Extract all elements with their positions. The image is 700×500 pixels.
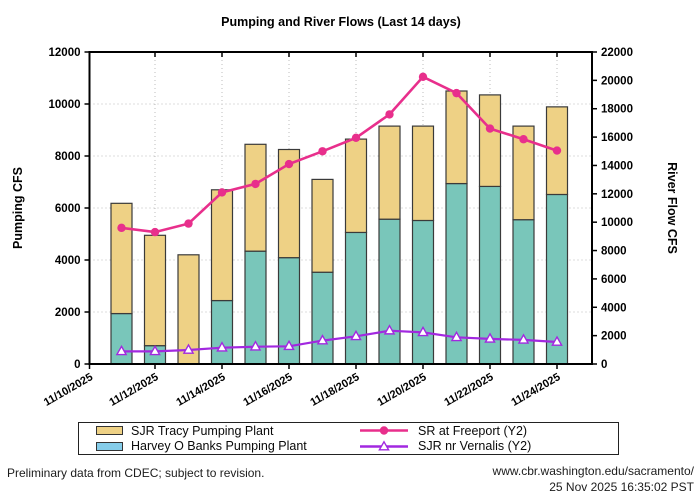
bar-tracy (344, 138, 368, 234)
bar-tracy (478, 94, 502, 188)
bar-banks (344, 231, 368, 365)
data-point (150, 227, 160, 237)
footer-url: www.cbr.washington.edu/sacramento/ (492, 464, 694, 478)
data-point (149, 344, 161, 356)
data-point (184, 219, 193, 228)
left-axis-tick-label: 4000 (55, 255, 81, 267)
data-point (284, 159, 294, 169)
bar-banks (311, 271, 334, 365)
x-axis-tick-label: 11/18/2025 (308, 371, 361, 409)
footer-right: www.cbr.washington.edu/sacramento/ 25 No… (493, 464, 694, 495)
data-point (251, 179, 260, 189)
bar-banks (378, 218, 401, 365)
data-point (385, 110, 394, 119)
right-axis-tick-label: 2000 (601, 331, 627, 343)
bar-banks (411, 219, 435, 365)
legend-item-vernalis: SJR nr Vernalis (Y2) (358, 439, 618, 455)
banks-swatch-icon (96, 441, 123, 451)
x-axis-tick-label: 11/20/2025 (375, 371, 428, 409)
data-point (450, 330, 463, 342)
left-axis-tick-label: 12000 (49, 47, 81, 59)
bar-tracy (512, 125, 535, 221)
data-point (182, 343, 195, 354)
data-point (417, 325, 429, 337)
left-axis-tick-label: 2000 (55, 307, 81, 319)
x-axis-tick-label: 11/16/2025 (241, 371, 294, 409)
line-vernalis (115, 324, 563, 356)
data-point (117, 223, 126, 233)
right-axis-title: River Flow CFS (665, 162, 679, 254)
bar-banks (110, 312, 133, 365)
legend-label: Harvey O Banks Pumping Plant (131, 439, 307, 454)
bar-tracy (277, 148, 301, 259)
bar-tracy (311, 178, 334, 273)
data-point (350, 329, 362, 341)
legend-item-freeport: SR at Freeport (Y2) (358, 423, 618, 439)
left-axis-tick-label: 8000 (55, 151, 81, 163)
right-axis-tick-label: 22000 (601, 47, 633, 59)
legend-line-glyph (360, 426, 408, 435)
data-point (552, 146, 562, 155)
vernalis-line-icon (358, 440, 410, 453)
bar-tracy (110, 202, 133, 315)
left-axis-tick-label: 6000 (55, 203, 81, 215)
tracy-swatch-icon (96, 426, 123, 436)
legend: SJR Tracy Pumping Plant Harvey O Banks P… (78, 422, 619, 455)
legend-label: SR at Freeport (Y2) (418, 423, 528, 438)
x-axis-tick-label: 11/10/2025 (42, 371, 95, 409)
data-point (383, 324, 396, 335)
bar-tracy (210, 189, 234, 302)
data-point (519, 135, 528, 144)
bar-tracy (411, 125, 435, 222)
data-point (351, 133, 361, 142)
data-point (316, 334, 329, 345)
bar-banks (210, 299, 234, 365)
right-axis-tick-label: 0 (601, 359, 607, 371)
x-axis-tick-label: 11/22/2025 (442, 371, 495, 409)
data-point (318, 147, 327, 156)
right-axis-tick-label: 12000 (601, 189, 633, 201)
right-axis-tick-label: 10000 (601, 217, 633, 229)
data-point (517, 333, 530, 344)
left-axis-tick-label: 10000 (49, 99, 81, 111)
right-axis-tick-label: 14000 (601, 160, 633, 172)
right-axis-tick-label: 16000 (601, 132, 633, 144)
footer-note: Preliminary data from CDEC; subject to r… (7, 466, 265, 480)
right-axis-tick-label: 8000 (601, 246, 627, 258)
footer-timestamp: 25 Nov 2025 16:35:02 PST (549, 479, 694, 494)
bar-tracy (244, 143, 267, 252)
x-axis-tick-label: 11/14/2025 (174, 371, 227, 409)
data-point (484, 332, 496, 343)
data-point (452, 88, 461, 98)
legend-line-glyph (360, 440, 408, 451)
data-point (551, 335, 563, 346)
right-axis-tick-label: 18000 (601, 104, 633, 116)
bar-tracy (378, 125, 401, 220)
x-axis-tick-label: 11/12/2025 (107, 371, 160, 409)
legend-label: SJR Tracy Pumping Plant (131, 423, 274, 438)
chart-title: Pumping and River Flows (Last 14 days) (221, 15, 461, 29)
data-point (418, 72, 428, 82)
bar-tracy (445, 90, 468, 185)
line-freeport (117, 72, 562, 237)
data-point (216, 341, 228, 352)
right-axis-tick-label: 4000 (601, 302, 627, 314)
left-axis-title: Pumping CFS (11, 167, 25, 249)
data-point (283, 339, 295, 351)
right-axis-tick-label: 20000 (601, 75, 633, 87)
left-axis-tick-label: 0 (74, 359, 80, 371)
right-axis-tick-label: 6000 (601, 274, 627, 286)
freeport-line-icon (358, 424, 410, 437)
data-point (249, 340, 262, 351)
data-point (217, 188, 227, 197)
data-point (115, 344, 128, 356)
legend-item-banks: Harvey O Banks Pumping Plant (96, 439, 358, 455)
legend-item-tracy: SJR Tracy Pumping Plant (96, 423, 358, 439)
data-point (485, 124, 495, 133)
x-axis-tick-label: 11/24/2025 (509, 371, 562, 409)
bar-tracy (143, 234, 167, 347)
legend-label: SJR nr Vernalis (Y2) (418, 439, 532, 454)
